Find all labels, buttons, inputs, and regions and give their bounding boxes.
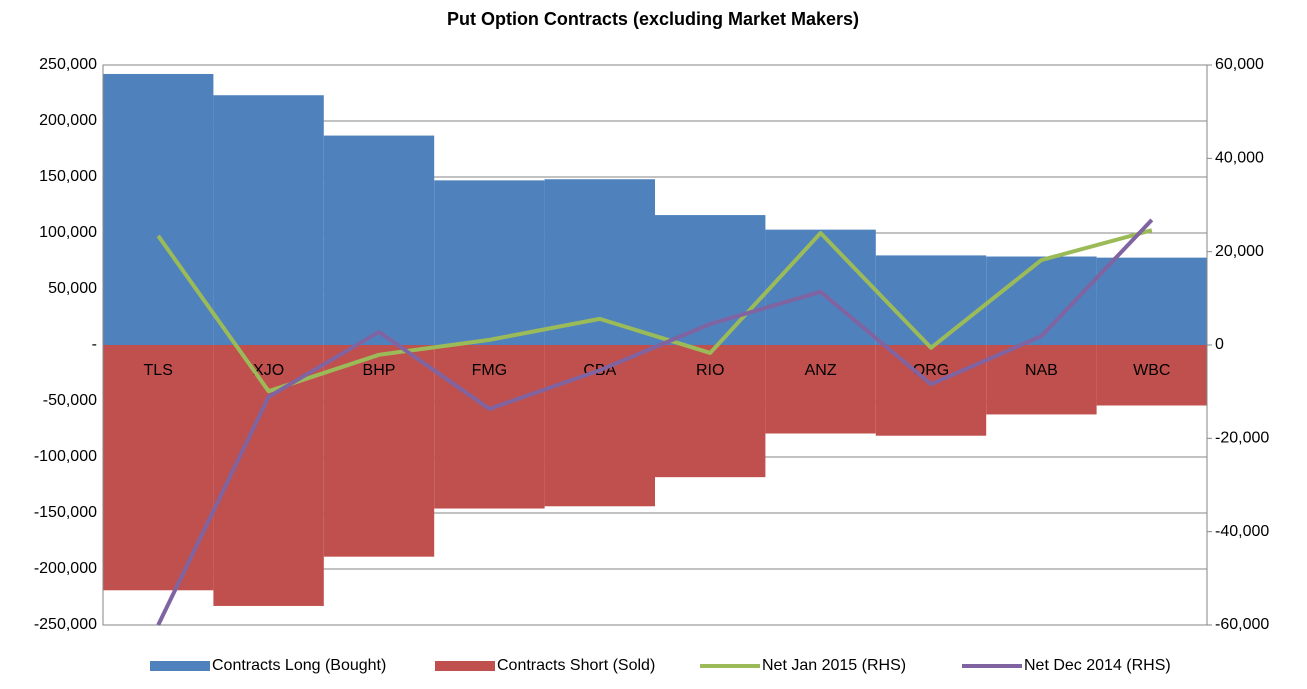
y2-tick-label: 0 [1215, 336, 1224, 353]
x-tick-label: NAB [1025, 362, 1058, 379]
bar [323, 345, 435, 557]
bar [323, 135, 435, 345]
bar [655, 345, 766, 478]
plot-border [102, 64, 1208, 626]
line [156, 218, 1154, 626]
bar [765, 229, 876, 345]
x-tick-label: FMG [472, 362, 508, 379]
x-tick-label: WBC [1133, 362, 1170, 379]
bars [103, 73, 1207, 606]
y2-tick-label: 20,000 [1215, 243, 1264, 260]
bar [103, 73, 214, 346]
bar [1096, 345, 1207, 406]
y2-tick-label: -20,000 [1215, 430, 1269, 447]
legend-label: Net Jan 2015 (RHS) [762, 657, 906, 674]
y-tick-label: 200,000 [39, 112, 97, 129]
legend-label: Net Dec 2014 (RHS) [1024, 657, 1171, 674]
y2-tick-label: 60,000 [1215, 56, 1264, 73]
x-tick-label: BHP [363, 362, 396, 379]
bar [986, 256, 1097, 345]
y-tick-label: 150,000 [39, 168, 97, 185]
line [156, 228, 1153, 394]
x-tick-label: ANZ [805, 362, 837, 379]
legend-label: Contracts Long (Bought) [212, 657, 386, 674]
bar [765, 345, 876, 434]
y2-tick-label: 40,000 [1215, 150, 1264, 167]
y-tick-label: -150,000 [34, 504, 97, 521]
y-tick-label: -200,000 [34, 560, 97, 577]
bar [213, 95, 324, 346]
bar [986, 345, 1097, 415]
legend-swatch [150, 661, 210, 671]
y2-tick-label: -60,000 [1215, 616, 1269, 633]
y-tick-label: -100,000 [34, 448, 97, 465]
bar [103, 345, 214, 591]
y2-tick-label: -40,000 [1215, 523, 1269, 540]
bar [434, 345, 545, 509]
x-tick-label: XJO [253, 362, 284, 379]
y-tick-label: -50,000 [43, 392, 97, 409]
y-tick-label: 100,000 [39, 224, 97, 241]
x-tick-label: RIO [696, 362, 724, 379]
bar [875, 255, 987, 345]
legend-swatch [435, 661, 495, 671]
y-tick-label: -250,000 [34, 616, 97, 633]
lines [156, 218, 1154, 626]
bar [434, 180, 545, 345]
y-tick-label: - [92, 336, 97, 353]
x-tick-label: TLS [144, 362, 173, 379]
bar [875, 345, 987, 436]
legend-label: Contracts Short (Sold) [497, 657, 655, 674]
chart-title: Put Option Contracts (excluding Market M… [447, 9, 859, 29]
y-tick-label: 250,000 [39, 56, 97, 73]
bar [1096, 257, 1207, 345]
y-tick-label: 50,000 [48, 280, 97, 297]
